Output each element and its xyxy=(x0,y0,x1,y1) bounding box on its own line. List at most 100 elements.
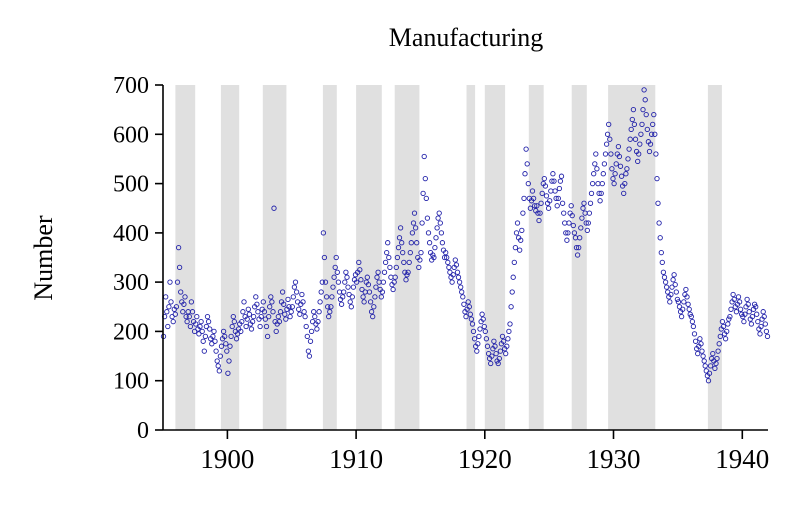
data-point xyxy=(249,318,256,325)
data-point xyxy=(316,309,322,315)
data-point xyxy=(327,309,333,315)
data-point xyxy=(647,141,654,147)
data-point xyxy=(742,311,748,317)
data-point xyxy=(720,323,727,330)
x-tick-label: 1920 xyxy=(458,444,512,474)
data-point xyxy=(391,279,397,285)
data-point xyxy=(760,309,766,315)
data-point xyxy=(444,254,450,261)
data-point xyxy=(400,249,406,256)
data-point xyxy=(730,291,736,298)
data-point xyxy=(332,264,338,271)
data-point xyxy=(492,343,498,349)
data-point xyxy=(200,338,206,344)
data-point xyxy=(646,148,653,155)
data-point xyxy=(176,264,183,271)
x-tick-label: 1900 xyxy=(200,444,254,474)
data-point xyxy=(358,277,364,283)
x-tick-label: 1940 xyxy=(715,444,769,474)
y-tick-label: 600 xyxy=(113,122,149,148)
data-point xyxy=(741,318,747,325)
data-point xyxy=(370,313,376,320)
data-point xyxy=(676,304,683,310)
data-point xyxy=(600,171,606,177)
y-tick-label: 400 xyxy=(113,221,149,247)
data-point xyxy=(405,269,411,275)
data-point xyxy=(539,190,545,197)
data-point xyxy=(599,180,605,187)
data-point xyxy=(456,279,463,285)
data-point xyxy=(692,338,699,344)
data-point xyxy=(623,171,629,177)
data-point xyxy=(588,190,595,197)
data-point xyxy=(598,190,604,197)
data-point xyxy=(409,230,416,236)
data-point xyxy=(184,318,190,325)
data-point xyxy=(325,304,331,310)
data-point xyxy=(749,313,756,320)
data-point xyxy=(691,331,698,337)
data-point xyxy=(314,326,320,332)
data-point xyxy=(336,289,343,295)
data-point xyxy=(385,240,391,246)
data-point xyxy=(616,153,623,160)
data-point xyxy=(425,230,432,236)
y-axis-label: Number xyxy=(29,215,58,301)
data-point xyxy=(748,321,755,327)
data-point xyxy=(374,274,380,280)
data-point xyxy=(371,304,377,310)
data-point xyxy=(573,244,580,251)
data-point xyxy=(435,215,441,221)
data-point xyxy=(299,291,305,298)
data-point xyxy=(264,333,271,340)
data-point xyxy=(670,277,676,283)
data-point xyxy=(293,289,300,295)
data-point xyxy=(320,230,327,236)
data-point xyxy=(172,311,178,317)
data-point xyxy=(260,299,266,305)
data-point xyxy=(207,326,213,332)
data-point xyxy=(384,249,390,256)
data-point xyxy=(277,309,284,315)
data-point xyxy=(555,195,561,202)
data-point xyxy=(689,318,696,325)
data-point xyxy=(175,244,182,251)
data-point xyxy=(467,311,473,317)
data-point xyxy=(261,309,268,315)
data-point xyxy=(607,136,613,142)
data-point xyxy=(758,323,764,330)
y-tick-label: 200 xyxy=(113,319,149,345)
recession-band xyxy=(466,85,476,430)
data-point xyxy=(673,289,679,295)
data-point xyxy=(538,200,544,206)
data-point xyxy=(522,171,528,177)
data-point xyxy=(648,131,655,137)
data-point xyxy=(290,294,296,300)
data-point xyxy=(267,304,273,310)
data-point xyxy=(518,237,524,243)
data-point xyxy=(422,175,428,182)
data-point xyxy=(591,171,597,177)
data-point xyxy=(223,341,229,347)
data-point xyxy=(715,348,721,354)
data-point xyxy=(565,230,571,236)
data-point xyxy=(523,146,529,152)
data-point xyxy=(726,316,732,322)
data-point xyxy=(216,368,222,374)
data-point xyxy=(686,306,692,312)
data-point xyxy=(319,279,325,285)
data-point xyxy=(731,296,737,303)
chart-title: Manufacturing xyxy=(389,23,544,52)
data-point xyxy=(263,323,270,330)
data-point xyxy=(650,121,656,128)
data-point xyxy=(349,294,355,300)
recession-band xyxy=(175,85,196,430)
data-point xyxy=(396,235,403,241)
data-point xyxy=(406,259,412,266)
data-point xyxy=(578,225,584,231)
data-point xyxy=(196,331,202,337)
data-point xyxy=(603,141,610,147)
data-point xyxy=(678,313,685,320)
data-point xyxy=(173,304,180,310)
